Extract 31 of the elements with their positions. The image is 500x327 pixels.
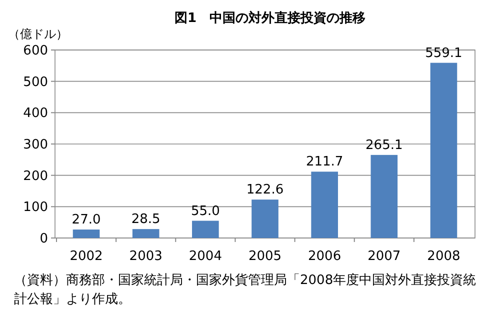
bar (311, 172, 338, 238)
y-tick-label: 100 (23, 200, 48, 216)
data-label: 211.7 (306, 154, 344, 170)
x-tick-label: 2005 (248, 249, 282, 264)
y-tick-label: 0 (40, 232, 48, 247)
data-label: 28.5 (131, 212, 160, 228)
bar (430, 62, 458, 238)
data-label: 55.0 (190, 204, 220, 219)
y-tick-label: 600 (23, 44, 48, 59)
bar (132, 229, 160, 238)
x-tick-label: 2006 (308, 249, 342, 264)
data-label: 559.1 (425, 46, 462, 61)
bar (370, 154, 398, 238)
x-tick-label: 2008 (427, 249, 460, 264)
data-label: 122.6 (246, 182, 284, 198)
bar (252, 200, 278, 238)
data-label: 265.1 (366, 138, 403, 153)
x-tick-label: 2007 (368, 249, 401, 264)
chart-title: 図1 中国の対外直接投資の推移 (174, 10, 366, 26)
data-label: 27.0 (72, 212, 101, 228)
y-axis-title: （億ドル） (8, 27, 68, 41)
bar (192, 220, 219, 238)
x-tick-label: 2004 (188, 249, 222, 264)
y-tick-label: 300 (23, 138, 48, 153)
y-tick-label: 500 (23, 74, 48, 90)
bar (72, 230, 100, 238)
x-tick-label: 2002 (70, 249, 103, 264)
y-tick-label: 400 (23, 106, 48, 122)
y-tick-label: 200 (23, 168, 48, 184)
text: （資料）商務部・国家統計局・国家外貨管理局「2008年度中国対外直接投資統計公報」より作成。 (14, 272, 476, 307)
x-tick-label: 2003 (129, 249, 162, 264)
